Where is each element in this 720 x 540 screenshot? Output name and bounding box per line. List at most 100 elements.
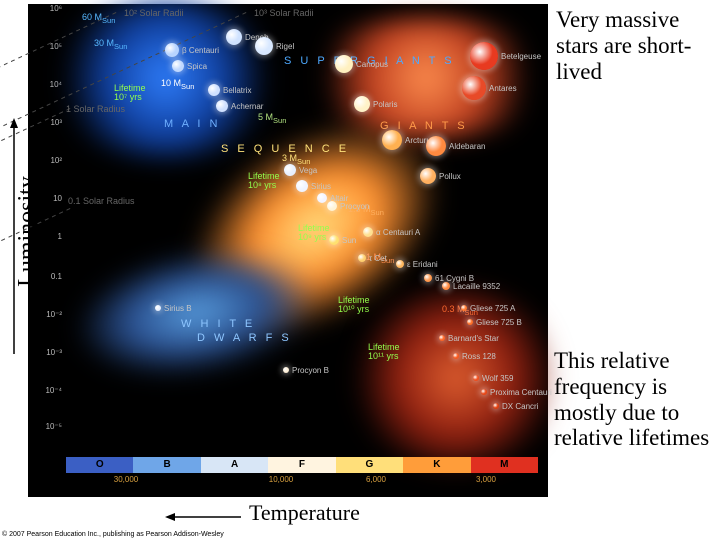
mass-label: 60 MSun [82,12,115,25]
y-axis-label: Luminosity [14,176,41,287]
lifetime-label: Lifetime10⁸ yrs [248,172,280,190]
temp-tick: 30,000 [114,475,138,484]
star-61-cygni-b [424,274,432,282]
star-antares [462,76,486,100]
star-barnard-s-star [439,335,445,341]
y-tick: 10² [50,156,62,165]
region-label: D W A R F S [197,332,292,344]
star-altair [317,193,327,203]
star-wolf-359 [473,375,479,381]
temp-tick: 6,000 [366,475,386,484]
star-label: Sirius B [164,304,192,313]
star-label: Rigel [276,42,294,51]
star-label: β Centauri [182,46,219,55]
star-aldebaran [426,136,446,156]
copyright-text: © 2007 Pearson Education Inc., publishin… [2,531,224,538]
star-spica [172,60,184,72]
star-label: Altair [330,194,348,203]
region-label: W H I T E [181,318,255,330]
star-achernar [216,100,228,112]
star--centauri [165,43,179,57]
star-label: Lacaille 9352 [453,282,500,291]
star-gliese-725-b [467,319,473,325]
left-arrow-icon [165,512,245,522]
lifetime-label: Lifetime10¹¹ yrs [368,343,400,361]
hr-diagram: 10⁶10⁵10⁴10³10²1010.110⁻²10⁻³10⁻⁴10⁻⁵ S … [28,4,548,497]
star-label: Ross 128 [462,352,496,361]
star-sirius-b [155,305,161,311]
star-canopus [335,55,353,73]
star-label: Aldebaran [449,142,485,151]
star-label: Bellatrix [223,86,251,95]
star-label: Sirius [311,182,331,191]
star-label: Canopus [356,60,388,69]
page: 10⁶10⁵10⁴10³10²1010.110⁻²10⁻³10⁻⁴10⁻⁵ S … [0,0,720,540]
star-label: Polaris [373,100,397,109]
spectral-class-B: B [133,457,200,473]
star-proxima-centauri [481,389,487,395]
star-label: τ Cet [369,254,387,263]
lifetime-label: Lifetime10⁹ yrs [298,224,330,242]
y-tick: 10³ [50,118,62,127]
star-label: Achernar [231,102,263,111]
star-lacaille-9352 [442,282,450,290]
spectral-class-K: K [403,457,470,473]
region-label: M A I N [164,118,220,130]
star-sirius [296,180,308,192]
star-procyon-b [283,367,289,373]
y-tick: 10⁻³ [46,348,62,357]
star-polaris [354,96,370,112]
temperature-ticks: 30,000 10,000 6,000 3,000 [66,475,538,489]
y-tick: 10⁻⁴ [45,386,62,395]
spectral-class-M: M [471,457,538,473]
star--eridani [396,260,404,268]
temperature-axis: Temperature [165,500,385,524]
star--centauri-a [363,227,373,237]
mass-label: 0.1 Solar Radius [68,196,135,206]
star--cet [358,254,366,262]
mass-label: 5 MSun [258,112,286,125]
star-bellatrix [208,84,220,96]
lifetime-label: Lifetime10⁷ yrs [114,84,146,102]
mass-label: 10³ Solar Radii [254,8,314,18]
star-label: ε Eridani [407,260,438,269]
spectral-class-bar: OBAFGKM [66,457,538,473]
y-tick: 0.1 [51,272,62,281]
star-betelgeuse [470,42,498,70]
lifetime-label: Lifetime10¹⁰ yrs [338,296,370,314]
temp-tick: 3,000 [476,475,496,484]
star-sun [329,235,339,245]
spectral-class-F: F [268,457,335,473]
y-tick: 10⁶ [50,4,62,13]
star-label: Spica [187,62,207,71]
y-tick: 10 [53,194,62,203]
annotation-top: Very massive stars are short-lived [556,7,718,84]
star-pollux [420,168,436,184]
star-rigel [255,37,273,55]
plot-area: S U P E R G I A N T SM A I NS E Q U E N … [66,8,538,448]
temp-tick: 10,000 [269,475,293,484]
star-label: Procyon B [292,366,329,375]
annotation-bottom: This relative frequency is mostly due to… [554,348,720,451]
star-vega [284,164,296,176]
star-label: Gliese 725 A [470,304,515,313]
star-label: Vega [299,166,317,175]
star-dx-cancri [493,403,499,409]
star-deneb [226,29,242,45]
star-label: Proxima Centauri [490,388,552,397]
y-tick: 10⁻⁵ [46,422,62,431]
star-label: Betelgeuse [501,52,541,61]
mass-label: 30 MSun [94,38,127,51]
mass-label: 10² Solar Radii [124,8,184,18]
star-label: Gliese 725 B [476,318,522,327]
spectral-class-G: G [336,457,403,473]
star-label: Procyon [340,202,369,211]
luminosity-axis: Luminosity [0,118,20,358]
star-label: Wolf 359 [482,374,513,383]
mass-label: 1 Solar Radius [66,104,125,114]
spectral-class-O: O [66,457,133,473]
y-tick: 1 [58,232,62,241]
y-tick: 10⁻² [46,310,62,319]
x-axis-label: Temperature [249,500,360,526]
star-label: Barnard's Star [448,334,499,343]
